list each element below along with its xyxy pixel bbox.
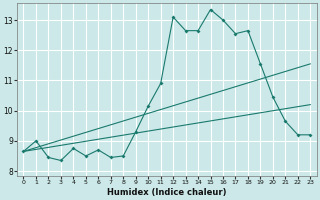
X-axis label: Humidex (Indice chaleur): Humidex (Indice chaleur) (107, 188, 227, 197)
